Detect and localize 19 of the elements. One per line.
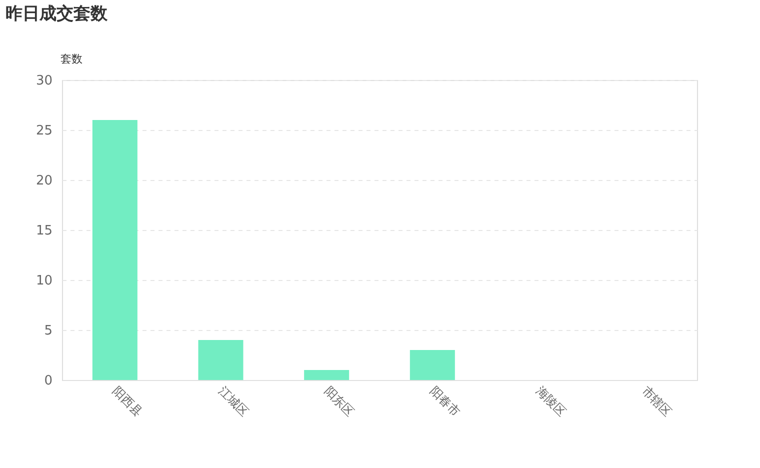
x-tick-label: 阳西县 [110,384,146,419]
bar [410,350,455,380]
bar [92,120,138,380]
x-tick-label: 阳东区 [322,384,357,419]
y-tick-label: 30 [36,74,52,88]
y-tick-label: 20 [36,174,52,188]
x-tick-label: 阳春市 [427,384,463,419]
y-tick-label: 0 [44,374,52,388]
y-tick-label: 10 [36,274,52,288]
x-tick-label: 江城区 [216,384,252,419]
y-tick-label: 15 [36,224,52,238]
y-axis-title: 套数 [60,52,82,66]
x-tick-label: 海陵区 [533,384,569,419]
y-tick-label: 5 [44,324,52,338]
chart-title: 昨日成交套数 [5,4,108,24]
x-tick-label: 市辖区 [639,384,674,419]
bar [304,370,350,380]
bar [198,340,244,380]
y-tick-label: 25 [36,124,52,138]
